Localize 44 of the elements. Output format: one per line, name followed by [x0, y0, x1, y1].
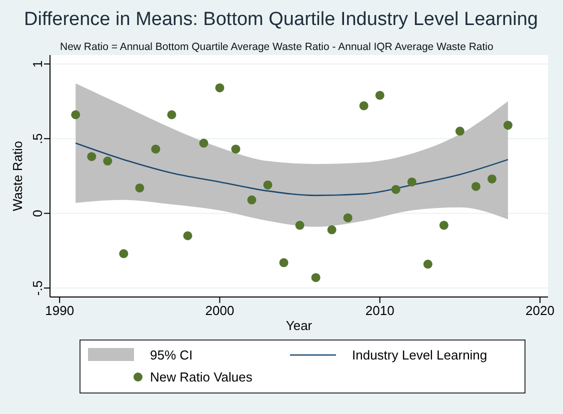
point — [327, 225, 336, 234]
point — [343, 213, 352, 222]
point — [215, 83, 224, 92]
point — [263, 180, 272, 190]
point — [407, 177, 416, 186]
point — [503, 120, 512, 130]
point — [151, 144, 160, 154]
point — [295, 220, 304, 230]
point — [71, 110, 80, 120]
point — [167, 110, 176, 120]
point — [423, 260, 432, 269]
legend-label: Industry Level Learning — [352, 348, 488, 362]
x-axis-title: Year — [286, 318, 313, 333]
point — [471, 182, 480, 191]
point — [487, 174, 496, 184]
y-axis-title: Waste Ratio — [10, 140, 25, 212]
text: 95% CI — [150, 348, 193, 362]
point — [247, 195, 256, 204]
y-tick-label: 0 — [30, 210, 46, 217]
point — [135, 183, 144, 192]
legend-label: New Ratio Values — [150, 370, 253, 384]
line-series — [74, 142, 509, 196]
x-tick-label: 1990 — [45, 303, 74, 318]
point — [183, 231, 192, 240]
point — [103, 156, 112, 166]
point — [439, 220, 448, 230]
point — [199, 138, 208, 148]
point — [279, 258, 288, 268]
point — [311, 273, 320, 282]
y-tick-label: .5 — [30, 133, 46, 144]
point — [391, 184, 400, 194]
point — [119, 249, 128, 258]
point — [375, 90, 384, 100]
y-tick-label: 1 — [30, 60, 46, 68]
point — [455, 126, 464, 136]
point — [87, 152, 96, 162]
chart-title: Difference in Means: Bottom Quartile Industry Level Learning — [24, 9, 538, 30]
x-tick-label: 2020 — [526, 303, 554, 318]
chart-subtitle: New Ratio = Annual Bottom Quartile Average Waste Ratio - Annual IQR Average Waste Ratio — [60, 41, 494, 53]
x-tick-label: 2010 — [365, 303, 394, 318]
point — [231, 144, 240, 154]
point — [359, 101, 368, 110]
y-tick-label: -.5 — [30, 280, 46, 296]
x-tick-label: 2000 — [205, 303, 234, 318]
